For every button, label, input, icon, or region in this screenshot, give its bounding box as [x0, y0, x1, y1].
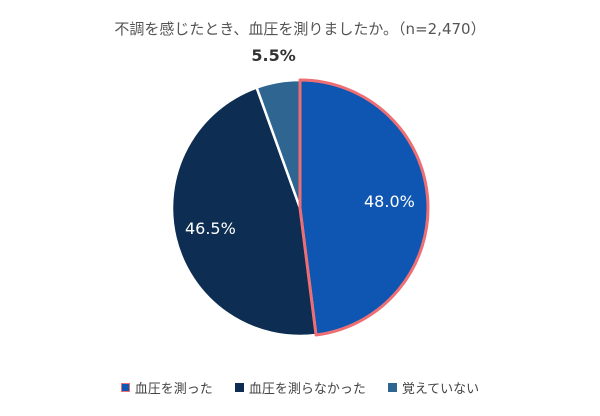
legend-label-dont-remember: 覚えていない [401, 382, 480, 397]
chart-title: 不調を感じたとき、血圧を測りましたか。（n=2,470） [114, 20, 486, 38]
legend-label-not-measured: 血圧を測らなかった [248, 382, 366, 397]
pie-slices [170, 78, 430, 338]
data-label-not-measured: 46.5% [185, 219, 236, 238]
pie-data-labels: 48.0% 46.5% 5.5% [185, 46, 415, 238]
slice-not-measured [170, 86, 318, 338]
legend-item-not-measured: 血圧を測らなかった [234, 378, 366, 397]
legend-item-dont-remember: 覚えていない [387, 378, 480, 397]
legend-swatch-dont-remember [387, 383, 397, 392]
data-label-dont-remember: 5.5% [251, 46, 295, 65]
legend-label-measured: 血圧を測った [134, 382, 213, 397]
legend: 血圧を測った 血圧を測らなかった 覚えていない [0, 378, 600, 397]
legend-item-measured: 血圧を測った [120, 378, 213, 397]
legend-swatch-not-measured [234, 383, 244, 392]
data-label-measured: 48.0% [364, 192, 415, 211]
legend-swatch-measured [120, 383, 130, 392]
slice-highlight-outline [298, 78, 430, 337]
